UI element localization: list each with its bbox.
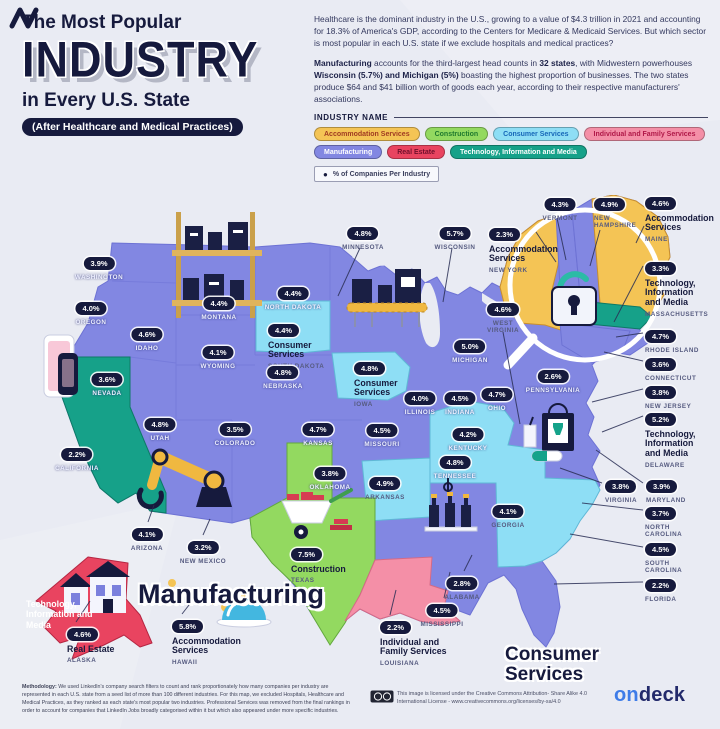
wheelbarrow-icon <box>281 488 353 539</box>
map-svg <box>35 195 671 660</box>
intro-paragraph-2: Manufacturing accounts for the third-lar… <box>314 57 693 104</box>
methodology-label: Methodology: <box>22 684 57 690</box>
usa-map: 3.9% WASHINGTON 4.0% OREGON 2.2% CALIFORNIA 3.… <box>0 195 720 684</box>
leader-line-vt <box>556 217 567 261</box>
bottles-icon <box>424 478 478 532</box>
legend-rule <box>394 117 708 119</box>
leader-line-ny <box>535 231 557 263</box>
leader-line-md <box>595 449 644 484</box>
leader-line-nj <box>591 388 644 403</box>
leader-line-hi <box>181 595 197 615</box>
region-iowa <box>331 351 411 401</box>
title-top: The Most Popular <box>22 12 182 33</box>
leader-line-va <box>559 467 603 484</box>
region-south-dakota <box>255 300 331 354</box>
region-hawaii <box>168 579 231 612</box>
logo-deck: deck <box>638 684 686 706</box>
title-sub: in Every U.S. State <box>22 89 190 111</box>
alaska-group <box>35 556 153 660</box>
legend-pill: Manufacturing <box>314 145 383 160</box>
leader-line-ct <box>603 351 644 362</box>
legend-pills: Accommodation Services Construction Consum… <box>314 127 708 160</box>
leader-line-me <box>635 225 645 244</box>
intro-paragraph-1: Healthcare is the dominant industry in t… <box>314 14 706 48</box>
leader-line-ri <box>615 332 644 338</box>
leader-line-la <box>389 589 397 616</box>
leader-line-ma <box>613 265 644 323</box>
dot-icon: ● <box>323 169 328 179</box>
conveyor-boxes-icon <box>346 269 428 327</box>
ondeck-logo: ondeck <box>614 684 685 707</box>
leader-lines <box>75 217 645 623</box>
padlock-icon <box>551 271 597 326</box>
legend-note: ● % of Companies Per Industry <box>314 166 440 183</box>
magnifier-handle-icon <box>503 333 538 370</box>
region-southeast <box>429 400 601 568</box>
title-block: The Most Popular INDUSTRY in Every U.S. … <box>22 12 302 136</box>
leader-line-mn <box>337 247 361 297</box>
leader-line-wv <box>502 331 521 425</box>
intro-block: Healthcare is the dominant industry in t… <box>314 14 708 183</box>
leader-line-wi <box>442 247 453 303</box>
legend-header: INDUSTRY NAME <box>314 113 708 122</box>
legend-title: INDUSTRY NAME <box>314 113 389 123</box>
page-title: INDUSTRY <box>22 30 259 88</box>
title-badge: (After Healthcare and Medical Practices) <box>22 117 243 136</box>
shopping-bag-icon <box>523 403 574 462</box>
leader-line-nh <box>589 229 601 267</box>
houses-icon <box>60 561 130 613</box>
new-england-cluster <box>499 195 671 370</box>
leader-line-fl <box>553 581 644 585</box>
leader-line-nm <box>202 518 211 536</box>
methodology-text: We used LinkedIn's company search filter… <box>22 684 350 714</box>
logo-on: on <box>614 684 639 706</box>
leader-line-az <box>147 504 155 523</box>
legend-pill: Accommodation Services <box>314 127 420 142</box>
region-texas <box>249 442 376 646</box>
license-text: This image is licensed under the Creativ… <box>397 691 587 706</box>
hawaii-group <box>168 579 272 628</box>
creative-commons-icon <box>370 690 394 703</box>
methodology-note: Methodology: We used LinkedIn's company … <box>22 684 356 716</box>
cloche-icon <box>216 591 272 628</box>
legend-pill: Technology, Information and Media <box>449 145 587 160</box>
phone-icon <box>43 334 78 398</box>
legend-pill: Construction <box>424 127 489 142</box>
legend-pill: Real Estate <box>387 145 445 160</box>
robot-arm-icon <box>136 448 232 510</box>
leader-line-al <box>463 554 473 572</box>
legend-note-text: % of Companies Per Industry <box>332 170 431 178</box>
leader-line-nc <box>581 502 644 511</box>
leader-line-sc <box>569 533 644 548</box>
legend-pill: Consumer Services <box>493 127 579 142</box>
leader-line-de <box>601 415 644 433</box>
legend-pill: Individual and Family Services <box>583 127 706 142</box>
leader-line-ak <box>75 600 91 623</box>
magnifier-icon <box>507 207 663 363</box>
